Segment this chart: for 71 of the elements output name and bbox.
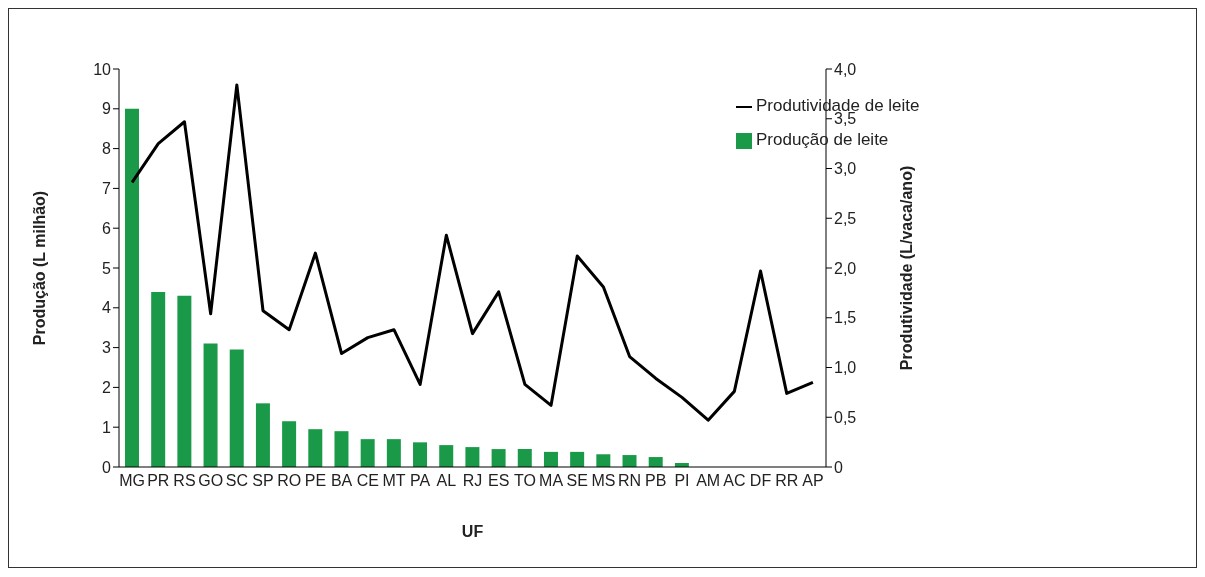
bar [203,343,218,467]
x-axis-title: UF [461,523,484,540]
x-tick-label: GO [198,472,224,490]
y2-tick-label: 4,0 [834,60,857,78]
bar [360,439,375,467]
bar [648,457,663,467]
y-tick-label: 3 [102,339,112,357]
x-tick-label: AL [436,472,457,490]
y-tick-label: 9 [102,100,112,118]
y-axis-title: Produção (L milhão) [30,190,48,346]
x-tick-label: RO [277,472,302,490]
bar [570,451,585,467]
y2-tick-label: 3,5 [834,110,857,128]
x-tick-label: CE [356,472,379,490]
y2-tick-label: 2,0 [834,259,857,277]
x-tick-label: PE [304,472,327,490]
bar [439,445,454,467]
x-tick-label: MT [382,472,406,490]
x-tick-label: PI [674,472,690,490]
y-tick-label: 10 [93,60,112,78]
y-tick-label: 1 [102,418,112,436]
y-tick-label: 5 [102,259,112,277]
bar [622,455,637,467]
x-tick-label: DF [749,472,772,490]
x-tick-label: PR [147,472,170,490]
x-tick-label: AP [802,472,824,490]
y2-tick-label: 0 [834,458,843,476]
bar [255,403,270,467]
x-tick-label: RR [775,472,799,490]
x-tick-label: RN [618,472,642,490]
y2-tick-label: 1,5 [834,309,857,327]
y-tick-label: 4 [102,299,112,317]
y2-tick-label: 0,5 [834,408,857,426]
y-tick-label: 8 [102,140,112,158]
y2-tick-label: 2,5 [834,209,857,227]
x-tick-label: BA [330,472,353,490]
x-tick-label: MG [119,472,145,490]
x-tick-label: TO [513,472,536,490]
bar [413,442,428,467]
y-tick-label: 0 [102,458,112,476]
x-tick-label: MA [539,472,564,490]
x-tick-label: SC [225,472,248,490]
bar [282,421,297,467]
y2-tick-label: 3,0 [834,160,857,178]
bar [517,449,532,467]
x-tick-label: RJ [462,472,483,490]
bar [334,431,349,467]
bar [386,439,401,467]
x-tick-label: SE [566,472,588,490]
x-tick-label: PA [410,472,431,490]
x-tick-label: AC [723,472,746,490]
bar [229,349,244,467]
y2-axis-title: Produtividade (L/vaca/ano) [897,165,915,371]
bar [177,295,192,467]
y-tick-label: 7 [102,180,112,198]
x-tick-label: SP [252,472,274,490]
x-tick-label: AM [696,472,721,490]
bar [308,429,323,467]
bar [543,451,558,467]
y2-tick-label: 1,0 [834,359,857,377]
x-tick-label: MS [591,472,616,490]
bar [151,291,166,467]
x-tick-label: ES [488,472,510,490]
bar [125,108,139,467]
y-tick-label: 6 [102,219,112,237]
x-tick-label: PB [645,472,667,490]
bar [491,449,506,467]
x-tick-label: RS [173,472,196,490]
y-tick-label: 2 [102,379,112,397]
bar [596,454,611,467]
bar [465,447,480,467]
